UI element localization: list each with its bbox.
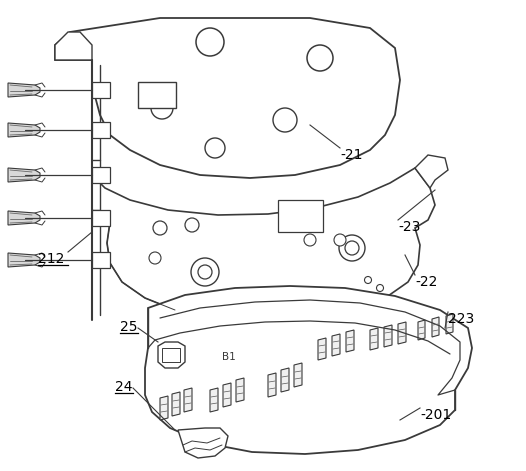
Polygon shape [8, 253, 40, 267]
Bar [138, 82, 176, 108]
Polygon shape [432, 317, 439, 337]
Polygon shape [210, 388, 218, 412]
Polygon shape [281, 368, 289, 392]
Polygon shape [8, 83, 40, 97]
Text: -23: -23 [398, 220, 420, 234]
Bar [92, 82, 110, 98]
Bar [92, 167, 110, 183]
Polygon shape [268, 373, 276, 397]
Polygon shape [8, 123, 40, 137]
Circle shape [334, 234, 346, 246]
Text: 24: 24 [115, 380, 133, 394]
Polygon shape [160, 396, 168, 420]
Text: 25: 25 [120, 320, 137, 334]
Text: -21: -21 [340, 148, 362, 162]
Polygon shape [8, 168, 40, 182]
Polygon shape [172, 392, 180, 416]
Polygon shape [346, 330, 354, 352]
Polygon shape [158, 342, 185, 368]
Circle shape [307, 45, 333, 71]
Polygon shape [384, 325, 392, 347]
Polygon shape [178, 428, 228, 458]
Circle shape [345, 241, 359, 255]
Text: 212: 212 [38, 252, 64, 266]
Polygon shape [332, 334, 340, 356]
Circle shape [377, 284, 383, 292]
Polygon shape [294, 363, 302, 387]
Polygon shape [418, 320, 425, 340]
Circle shape [196, 28, 224, 56]
Bar [92, 210, 110, 226]
Circle shape [339, 235, 365, 261]
Circle shape [153, 221, 167, 235]
Polygon shape [223, 383, 231, 407]
Polygon shape [145, 286, 472, 454]
Polygon shape [55, 32, 92, 60]
Text: -22: -22 [415, 275, 438, 289]
Bar [162, 348, 180, 362]
Text: -201: -201 [420, 408, 451, 422]
Polygon shape [184, 388, 192, 412]
Polygon shape [236, 378, 244, 402]
Polygon shape [92, 160, 435, 318]
Circle shape [191, 258, 219, 286]
Bar [278, 200, 323, 232]
Circle shape [198, 265, 212, 279]
Circle shape [205, 138, 225, 158]
Polygon shape [370, 328, 378, 350]
Circle shape [304, 234, 316, 246]
Circle shape [365, 276, 371, 284]
Polygon shape [446, 314, 453, 334]
Circle shape [185, 218, 199, 232]
Circle shape [151, 97, 173, 119]
Text: B1: B1 [222, 352, 236, 362]
Polygon shape [415, 155, 448, 188]
Bar [92, 252, 110, 268]
Circle shape [273, 108, 297, 132]
Polygon shape [8, 211, 40, 225]
Polygon shape [398, 322, 406, 344]
Text: 223: 223 [448, 312, 474, 326]
Circle shape [149, 252, 161, 264]
Polygon shape [318, 338, 326, 360]
Bar [92, 122, 110, 138]
Polygon shape [55, 18, 400, 178]
